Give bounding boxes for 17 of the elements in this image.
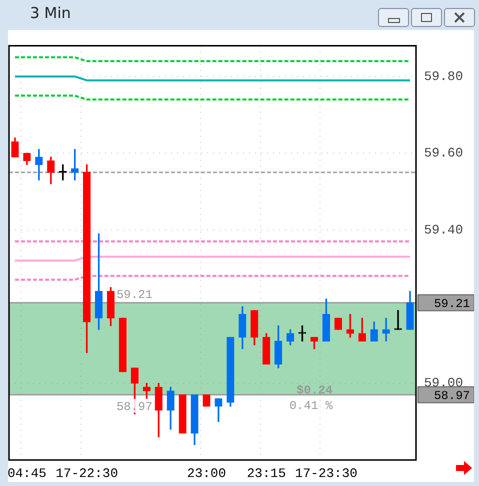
annotation: 0.41 %	[289, 399, 334, 414]
annotation: $0.24	[296, 384, 333, 398]
x-tick-label: 23:15	[246, 466, 286, 482]
candlestick	[382, 318, 390, 342]
annotation: 58.97	[116, 400, 152, 414]
y-tick-label: 59.80	[424, 68, 464, 84]
x-tick-label: 17-23:30	[295, 466, 358, 482]
x-tick-label: 04:45	[7, 466, 46, 482]
y-tick-label: 59.00	[424, 376, 464, 391]
chart-title: 3 Min	[30, 4, 71, 22]
x-tick-label: 23:00	[187, 466, 226, 482]
y-tick-label: 59.60	[424, 146, 464, 161]
ref-line-label: 59.21	[434, 296, 470, 311]
annotation: 59.21	[116, 288, 152, 302]
x-tick-label: 17-22:30	[56, 466, 118, 482]
ref-line-label: 58.97	[434, 388, 470, 403]
y-tick-label: 59.40	[424, 222, 464, 238]
